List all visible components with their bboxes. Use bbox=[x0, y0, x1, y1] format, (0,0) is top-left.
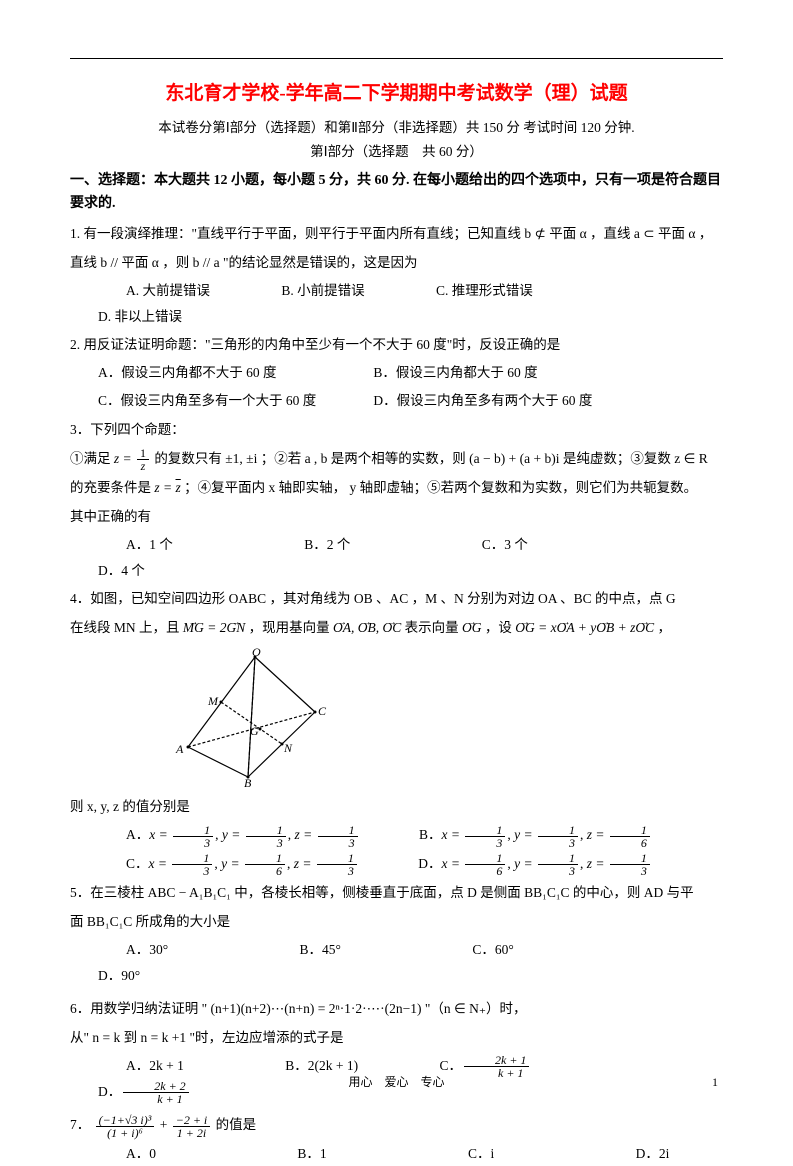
footer-text: 用心 爱心 专心 bbox=[0, 1073, 793, 1092]
q4-basis: OA, OB, OC bbox=[333, 620, 401, 635]
q3-opt-b: B．2 个 bbox=[276, 532, 350, 558]
q5-opt-a: A．30° bbox=[98, 937, 168, 963]
svg-text:A: A bbox=[175, 742, 184, 756]
q3-p1-pre: ①满足 bbox=[70, 451, 114, 466]
q3-opt-c: C．3 个 bbox=[454, 532, 528, 558]
q1-line2: 直线 b // 平面 α ，则 b // a "的结论显然是错误的，这是因为 bbox=[70, 249, 723, 276]
q3-options: A．1 个 B．2 个 C．3 个 D．4 个 bbox=[70, 532, 723, 583]
q4-opt-c: C．x = 13, y = 16, z = 13 bbox=[98, 851, 359, 877]
q4-mg-eq: MG = 2GN bbox=[183, 620, 245, 635]
q4-l2-post: 表示向量 bbox=[405, 620, 462, 635]
q4-l2-mid: ，现用基向量 bbox=[249, 620, 333, 635]
q3-stem: 3．下列四个命题： bbox=[70, 416, 723, 443]
q1-opt-d: D. 非以上错误 bbox=[70, 304, 182, 330]
svg-text:N: N bbox=[283, 741, 293, 755]
q3-p1-mid: 的复数只有 ±1, ±i ；②若 a , b 是两个相等的实数，则 (a − b… bbox=[154, 451, 707, 466]
exam-title: 东北育才学校-学年高二下学期期中考试数学（理）试题 bbox=[70, 79, 723, 109]
q7-post: 的值是 bbox=[216, 1117, 257, 1132]
q4-figure: O A B C M N G bbox=[170, 647, 340, 787]
q6-line2: 从" n = k 到 n = k +1 "时，左边应增添的式子是 bbox=[70, 1024, 723, 1051]
q1-line1: 1. 有一段演绎推理："直线平行于平面，则平行于平面内所有直线；已知直线 b ⊄… bbox=[70, 220, 723, 247]
q3-p1-frac: 1z bbox=[137, 447, 149, 472]
q7-opt-b: B．1 bbox=[269, 1141, 326, 1166]
q3-props1: ①满足 z = 1z 的复数只有 ±1, ±i ；②若 a , b 是两个相等的… bbox=[70, 445, 723, 472]
q3-ask: 其中正确的有 bbox=[70, 503, 723, 530]
part-label: 第Ⅰ部分（选择题 共 60 分） bbox=[70, 141, 723, 163]
q5-options: A．30° B．45° C．60° D．90° bbox=[70, 937, 723, 988]
q4-og: OG bbox=[462, 620, 482, 635]
q4-row2: C．x = 13, y = 16, z = 13 D．x = 16, y = 1… bbox=[70, 851, 723, 877]
q4-row1: A．x = 13, y = 13, z = 13 B．x = 13, y = 1… bbox=[70, 822, 723, 848]
q7-opt-d: D．2i bbox=[608, 1141, 670, 1166]
q4-ask: 则 x, y, z 的值分别是 bbox=[70, 793, 723, 820]
q3-p2-post: ；④复平面内 x 轴即实轴， y 轴即虚轴；⑤若两个复数和为实数，则它们为共轭复… bbox=[184, 480, 697, 495]
q4-opt-a: A．x = 13, y = 13, z = 13 bbox=[98, 822, 360, 848]
q3-opt-d: D．4 个 bbox=[70, 558, 145, 584]
q4-l2-set: ，设 bbox=[485, 620, 515, 635]
q2-opt-a: A．假设三内角都不大于 60 度 bbox=[70, 360, 370, 386]
q3-p2-pre: 的充要条件是 bbox=[70, 480, 154, 495]
q4-l2-end: ， bbox=[658, 620, 672, 635]
svg-text:G: G bbox=[250, 724, 259, 738]
q2-opt-d: D．假设三内角至多有两个大于 60 度 bbox=[373, 393, 592, 408]
exam-subtitle: 本试卷分第Ⅰ部分（选择题）和第Ⅱ部分（非选择题）共 150 分 考试时间 120… bbox=[70, 117, 723, 139]
q4-opt-b: B．x = 13, y = 13, z = 16 bbox=[391, 822, 652, 848]
svg-text:O: O bbox=[252, 647, 261, 659]
q5-line2: 面 BB₁C₁C 所成角的大小是 bbox=[70, 908, 723, 935]
q1-opt-a: A. 大前提错误 bbox=[98, 278, 210, 304]
q7-opt-c: C．i bbox=[440, 1141, 494, 1166]
q2-row2: C．假设三内角至多有一个大于 60 度 D．假设三内角至多有两个大于 60 度 bbox=[70, 388, 723, 414]
q2-opt-b: B．假设三内角都大于 60 度 bbox=[373, 365, 537, 380]
q4-line2: 在线段 MN 上，且 MG = 2GN ，现用基向量 OA, OB, OC 表示… bbox=[70, 614, 723, 641]
q1-options: A. 大前提错误 B. 小前提错误 C. 推理形式错误 D. 非以上错误 bbox=[70, 278, 723, 329]
q2-row1: A．假设三内角都不大于 60 度 B．假设三内角都大于 60 度 bbox=[70, 360, 723, 386]
q7-opt-a: A．0 bbox=[98, 1141, 156, 1166]
q4-og-expand: OG = xOA + yOB + zOC bbox=[515, 620, 654, 635]
q7-stem: 7． (−1+√3 i)³(1 + i)⁶ + −2 + i1 + 2i 的值是 bbox=[70, 1111, 723, 1138]
q2-stem: 2. 用反证法证明命题："三角形的内角中至少有一个不大于 60 度"时，反设正确… bbox=[70, 331, 723, 358]
page-number: 1 bbox=[712, 1073, 718, 1092]
q5-opt-b: B．45° bbox=[272, 937, 341, 963]
q5-opt-d: D．90° bbox=[70, 963, 140, 989]
q1-opt-c: C. 推理形式错误 bbox=[408, 278, 533, 304]
q7-frac1: (−1+√3 i)³(1 + i)⁶ bbox=[96, 1114, 155, 1139]
q7-plus: + bbox=[160, 1117, 171, 1132]
q3-p2-eq: z = z bbox=[154, 480, 180, 495]
q7-pre: 7． bbox=[70, 1117, 90, 1132]
q3-opt-a: A．1 个 bbox=[98, 532, 173, 558]
svg-text:M: M bbox=[207, 694, 219, 708]
top-rule bbox=[70, 58, 723, 59]
q7-options: A．0 B．1 C．i D．2i bbox=[70, 1141, 723, 1166]
q4-l2-pre: 在线段 MN 上，且 bbox=[70, 620, 183, 635]
section-heading: 一、选择题：本大题共 12 小题，每小题 5 分，共 60 分. 在每小题给出的… bbox=[70, 169, 723, 217]
svg-text:C: C bbox=[318, 704, 327, 718]
q5-opt-c: C．60° bbox=[444, 937, 513, 963]
q2-opt-c: C．假设三内角至多有一个大于 60 度 bbox=[70, 388, 370, 414]
q4-opt-d: D．x = 16, y = 13, z = 13 bbox=[390, 851, 652, 877]
q7-frac2: −2 + i1 + 2i bbox=[173, 1114, 211, 1139]
q5-line1: 5．在三棱柱 ABC − A₁B₁C₁ 中，各棱长相等，侧棱垂直于底面，点 D … bbox=[70, 879, 723, 906]
q1-opt-b: B. 小前提错误 bbox=[253, 278, 364, 304]
q3-p1-eq: z = bbox=[114, 451, 135, 466]
q4-line1: 4．如图，已知空间四边形 OABC ，其对角线为 OB 、AC ，M 、N 分别… bbox=[70, 585, 723, 612]
q3-props2: 的充要条件是 z = z ；④复平面内 x 轴即实轴， y 轴即虚轴；⑤若两个复… bbox=[70, 474, 723, 501]
q6-stem: 6．用数学归纳法证明 " (n+1)(n+2)⋯(n+n) = 2ⁿ·1·2·⋯… bbox=[70, 995, 723, 1022]
